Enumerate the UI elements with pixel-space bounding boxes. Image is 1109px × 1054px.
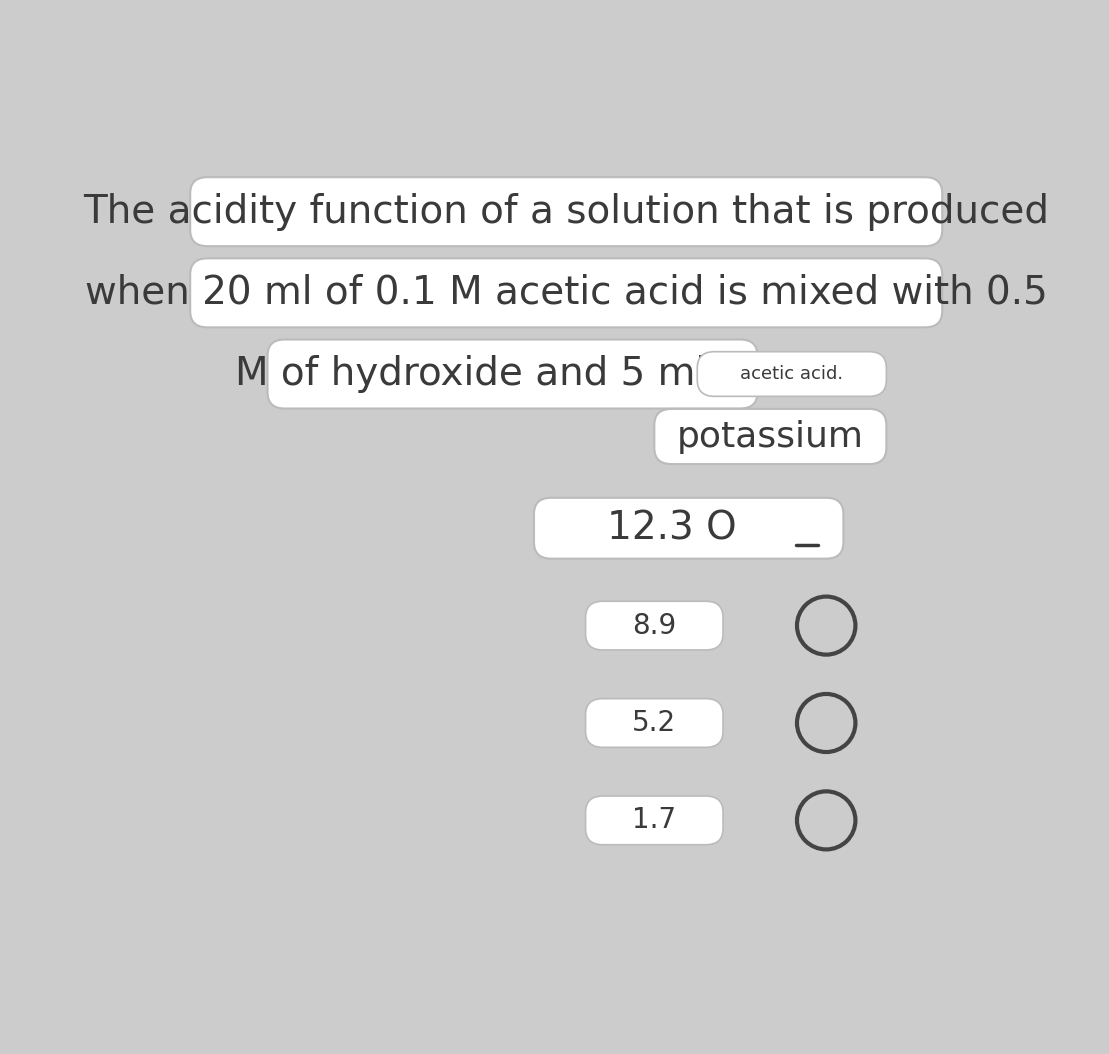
FancyBboxPatch shape: [586, 796, 723, 844]
FancyBboxPatch shape: [191, 177, 943, 247]
Text: 8.9: 8.9: [632, 611, 676, 640]
Text: acetic acid.: acetic acid.: [741, 365, 843, 383]
FancyBboxPatch shape: [654, 409, 886, 464]
Text: 1.7: 1.7: [632, 806, 676, 835]
FancyBboxPatch shape: [191, 258, 943, 328]
Text: when 20 ml of 0.1 M acetic acid is mixed with 0.5: when 20 ml of 0.1 M acetic acid is mixed…: [85, 274, 1048, 312]
Text: 5.2: 5.2: [632, 709, 676, 737]
FancyBboxPatch shape: [267, 339, 757, 409]
FancyBboxPatch shape: [586, 699, 723, 747]
Text: M of hydroxide and 5 ml of: M of hydroxide and 5 ml of: [235, 355, 756, 393]
FancyBboxPatch shape: [535, 497, 844, 559]
FancyBboxPatch shape: [586, 601, 723, 650]
FancyBboxPatch shape: [698, 352, 886, 396]
Text: The acidity function of a solution that is produced: The acidity function of a solution that …: [83, 193, 1049, 231]
Text: potassium: potassium: [676, 419, 864, 453]
Text: 12.3 O: 12.3 O: [607, 509, 736, 547]
